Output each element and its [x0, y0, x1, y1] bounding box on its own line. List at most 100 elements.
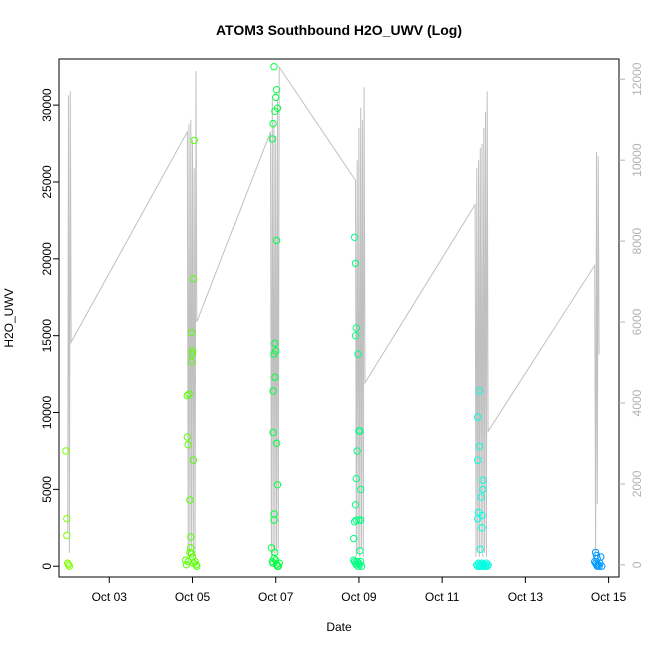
series-3-points — [267, 62, 283, 570]
data-point — [357, 557, 365, 566]
data-point — [271, 339, 279, 348]
x-tick-label: Oct 03 — [92, 590, 128, 604]
data-point — [187, 550, 196, 558]
x-axis: Oct 03 Oct 05 Oct 07 Oct 09 Oct 11 Oct 13 Oct … — [92, 577, 627, 604]
y-axis-left: 0 5000 10000 15000 20000 25000 30000 — [40, 88, 59, 570]
data-point — [64, 561, 73, 569]
y-axis-right: 0 2000 4000 6000 8000 10000 12000 — [619, 62, 644, 568]
data-point — [189, 456, 198, 464]
data-point — [483, 562, 491, 570]
data-point — [353, 447, 361, 455]
data-point — [269, 387, 277, 395]
data-point — [191, 557, 199, 566]
data-point — [350, 534, 358, 543]
y-axis-label: H2O_UWV — [2, 288, 16, 347]
data-point — [357, 562, 366, 570]
data-point — [273, 481, 282, 489]
data-point — [183, 433, 192, 441]
data-point — [476, 545, 484, 553]
x-tick-label: Oct 07 — [258, 590, 294, 604]
data-point — [272, 93, 280, 102]
data-point — [273, 104, 282, 112]
data-point — [479, 476, 487, 484]
data-point — [190, 136, 198, 145]
x-axis-label: Date — [326, 620, 352, 634]
data-point — [63, 531, 71, 540]
data-point — [187, 533, 195, 541]
data-point — [357, 516, 365, 524]
y2-tick-label: 2000 — [630, 470, 644, 497]
data-point — [62, 447, 70, 455]
data-point — [269, 428, 277, 437]
series-2-points — [181, 136, 201, 570]
y2-tick-label: 6000 — [630, 308, 644, 335]
x-tick-label: Oct 09 — [341, 590, 377, 604]
data-point — [475, 387, 484, 395]
y-tick-label: 0 — [40, 563, 54, 570]
data-point — [352, 474, 360, 483]
y-tick-label: 25000 — [40, 165, 54, 199]
data-point — [352, 516, 360, 524]
data-point — [184, 557, 192, 566]
y-tick-label: 20000 — [40, 242, 54, 276]
data-point — [598, 562, 606, 570]
data-point — [188, 347, 197, 355]
data-point — [184, 441, 192, 449]
data-point — [474, 456, 482, 464]
data-point — [186, 496, 194, 504]
x-tick-label: Oct 05 — [175, 590, 211, 604]
data-point — [474, 413, 482, 421]
data-point — [193, 562, 201, 570]
data-point — [482, 559, 491, 567]
data-point — [272, 347, 280, 355]
data-point — [270, 62, 278, 71]
series-line — [67, 65, 600, 557]
y-tick-label: 10000 — [40, 396, 54, 430]
data-point — [351, 259, 360, 268]
chart-title: ATOM3 Southbound H2O_UWV (Log) — [216, 22, 462, 38]
plot-frame — [58, 58, 620, 578]
data-point — [267, 544, 276, 552]
x-tick-label: Oct 15 — [591, 590, 627, 604]
data-point — [477, 493, 485, 501]
data-point — [274, 562, 282, 570]
data-point — [351, 501, 360, 509]
y2-tick-label: 0 — [630, 561, 644, 568]
series-4-points — [350, 233, 366, 570]
data-point — [270, 516, 278, 524]
data-point — [187, 358, 196, 366]
data-point — [268, 135, 276, 143]
data-point — [595, 562, 603, 570]
x-tick-label: Oct 13 — [508, 590, 544, 604]
x-tick-label: Oct 11 — [425, 590, 460, 604]
data-point — [272, 236, 281, 245]
series-5-points — [473, 387, 492, 570]
data-point — [187, 328, 196, 337]
data-point — [356, 427, 364, 435]
data-point — [351, 332, 360, 340]
data-point — [183, 391, 192, 400]
series-6-points — [591, 548, 606, 570]
data-point — [272, 439, 281, 447]
data-point — [350, 233, 359, 242]
data-point — [271, 548, 279, 557]
data-point — [275, 559, 283, 567]
data-point — [357, 485, 365, 494]
data-point — [269, 119, 277, 128]
y2-tick-label: 10000 — [630, 143, 644, 177]
data-point — [475, 442, 484, 450]
data-point — [272, 86, 281, 94]
data-point — [63, 514, 71, 523]
series-layer — [62, 62, 606, 570]
y-tick-label: 15000 — [40, 319, 54, 353]
y2-tick-label: 4000 — [630, 389, 644, 416]
data-point — [484, 561, 492, 569]
y-tick-label: 30000 — [40, 88, 54, 122]
y2-tick-label: 12000 — [630, 62, 644, 96]
data-point — [189, 275, 198, 283]
data-point — [479, 485, 487, 494]
data-point — [65, 562, 74, 570]
series-1-points — [62, 447, 74, 570]
